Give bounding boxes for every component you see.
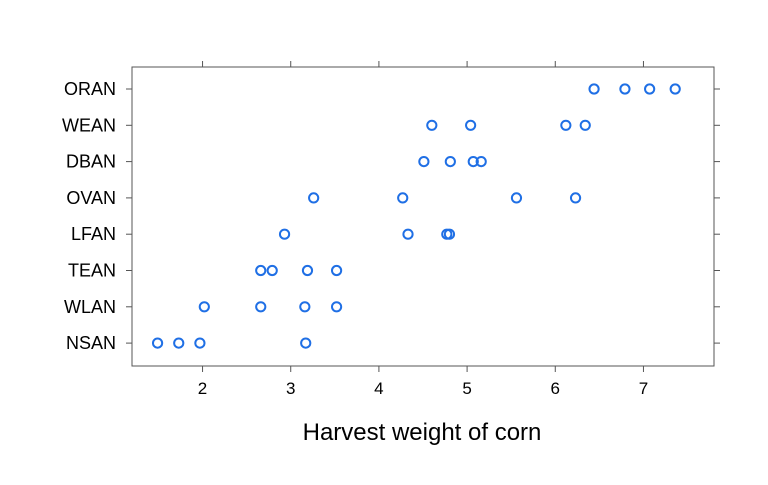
data-point bbox=[255, 264, 267, 277]
data-point bbox=[418, 156, 430, 168]
plot-frame-group bbox=[131, 66, 715, 367]
data-point bbox=[644, 83, 656, 95]
data-point bbox=[475, 156, 487, 168]
data-point bbox=[330, 301, 343, 313]
x-tick-label: 3 bbox=[286, 379, 295, 398]
data-point bbox=[266, 264, 278, 277]
y-tick-label: LFAN bbox=[71, 224, 116, 244]
data-point bbox=[569, 192, 582, 204]
data-point bbox=[308, 192, 320, 204]
x-tick-label: 2 bbox=[198, 379, 207, 398]
data-point bbox=[278, 228, 291, 240]
x-axis-group: 2 3 4 5 6 7 bbox=[198, 61, 648, 398]
x-axis-title: Harvest weight of corn bbox=[303, 419, 542, 446]
data-point bbox=[467, 156, 479, 168]
y-tick-label: DBAN bbox=[66, 152, 116, 172]
data-point bbox=[619, 83, 631, 95]
y-tick-label: TEAN bbox=[68, 261, 116, 281]
x-tick-label: 7 bbox=[639, 379, 648, 398]
data-point bbox=[198, 301, 210, 313]
x-tick-label: 5 bbox=[462, 379, 471, 398]
data-point bbox=[397, 192, 409, 204]
data-point bbox=[194, 337, 206, 349]
data-point bbox=[510, 192, 523, 204]
data-point bbox=[330, 264, 343, 277]
data-point bbox=[444, 156, 456, 168]
y-tick-label: OVAN bbox=[66, 188, 116, 208]
data-point bbox=[465, 119, 477, 131]
data-point bbox=[443, 228, 456, 240]
data-point bbox=[173, 337, 185, 349]
y-axis-group: NSAN WLAN TEAN LFAN OVAN DBAN WEAN ORAN bbox=[62, 79, 720, 353]
data-point bbox=[151, 337, 164, 349]
data-point bbox=[669, 83, 681, 95]
data-point bbox=[301, 264, 314, 277]
x-tick-label: 4 bbox=[374, 379, 383, 398]
data-point bbox=[402, 228, 414, 240]
y-tick-label: WEAN bbox=[62, 115, 116, 135]
data-point bbox=[300, 337, 312, 349]
y-tick-label: NSAN bbox=[66, 333, 116, 353]
data-point bbox=[255, 301, 267, 313]
data-point bbox=[426, 119, 438, 131]
y-tick-label: WLAN bbox=[64, 297, 116, 317]
x-tick-label: 6 bbox=[551, 379, 560, 398]
points-group bbox=[151, 83, 681, 349]
data-point bbox=[299, 301, 311, 313]
data-point bbox=[588, 83, 600, 95]
y-tick-label: ORAN bbox=[64, 79, 116, 99]
plot-border bbox=[131, 66, 715, 367]
data-point bbox=[560, 119, 572, 131]
data-point bbox=[579, 119, 591, 131]
